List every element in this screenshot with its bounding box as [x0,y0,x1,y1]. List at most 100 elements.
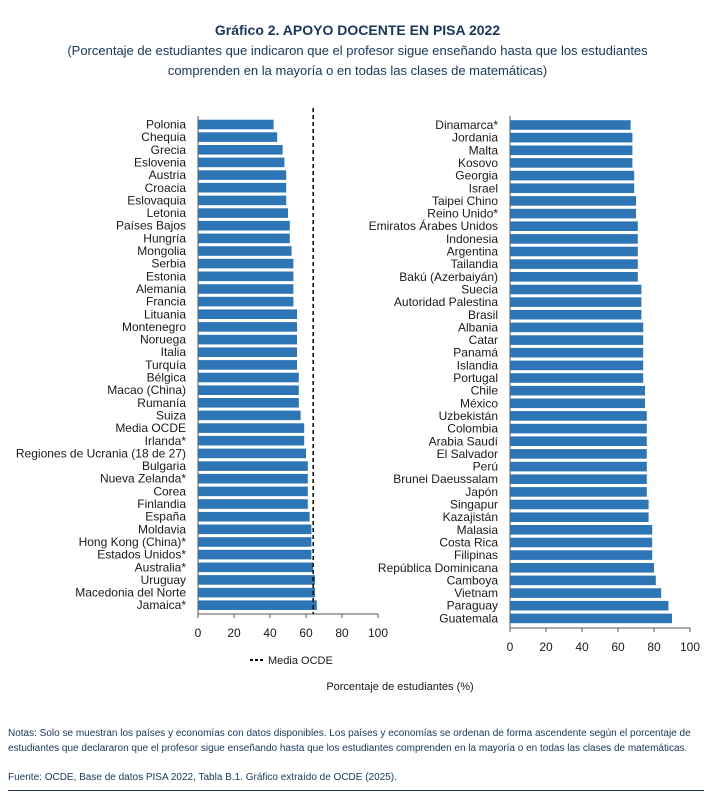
category-label: Costa Rica [439,536,498,550]
category-label: Suiza [156,408,186,422]
bar [510,284,642,295]
bar [510,512,649,522]
bar [198,284,294,294]
category-label: Estados Unidos* [97,548,186,562]
bar [510,347,644,358]
category-label: Panamá [453,346,498,360]
category-label: Nueva Zelanda* [100,472,186,486]
x-tick-label: 100 [680,640,700,654]
category-label: Vietnam [454,586,498,600]
category-label: Singapur [450,498,498,512]
category-label: Colombia [447,422,498,436]
category-label: El Salvador [437,447,498,461]
bar [198,246,292,256]
category-label: Islandia [457,358,499,372]
category-label: Regiones de Ucrania (18 de 27) [16,446,186,460]
bar [510,499,649,510]
x-tick-label: 20 [539,640,553,654]
category-label: Turquía [145,358,186,372]
category-label: Serbia [151,257,186,271]
bar [510,423,647,434]
category-label: Malasia [457,523,499,537]
bar [198,473,308,484]
bar [198,182,287,193]
category-label: Austria [149,168,187,182]
category-label: Filipinas [454,548,498,562]
bar [198,524,312,535]
bar [198,360,297,370]
bar [198,385,299,395]
category-label: Letonia [147,206,187,220]
bar [510,170,635,181]
category-label: Taipei Chino [432,194,498,208]
category-label: Jordania [452,131,498,145]
category-label: Uruguay [141,573,186,587]
bar [198,220,290,231]
bar [510,309,642,320]
legend-label: Media OCDE [268,655,333,667]
bar [198,296,294,307]
category-label: Portugal [453,371,498,385]
bar [198,322,297,332]
bar [198,372,299,383]
bottom-divider [8,790,704,791]
bar [510,525,653,535]
category-label: Noruega [140,333,186,347]
bar [510,385,645,396]
category-label: Bélgica [147,371,187,385]
category-label: Moldavia [138,522,186,536]
bar [510,461,647,472]
bar [198,309,297,319]
category-label: Malta [469,143,499,157]
category-label: Albania [458,320,498,334]
bar [510,575,656,586]
bar [198,435,305,446]
bar [510,221,638,231]
bar [198,119,274,130]
bar [510,196,636,206]
bar [510,449,647,459]
category-label: Países Bajos [116,219,186,233]
category-label: Paraguay [447,599,498,613]
chart-notes: Notas: Solo se muestran los países y eco… [8,728,691,754]
bar [510,563,654,573]
category-label: Dinamarca* [435,118,498,132]
category-label: Autoridad Palestina [394,295,498,309]
x-tick-label: 100 [368,626,388,640]
category-label: Kosovo [458,156,498,170]
bar [510,411,647,421]
x-tick-label: 20 [227,626,241,640]
category-label: Irlanda* [145,434,187,448]
bar [198,233,290,244]
category-label: Montenegro [122,320,186,334]
bar [510,234,638,244]
x-tick-label: 80 [335,626,349,640]
bar [198,334,297,345]
category-label: República Dominicana [378,561,498,575]
bar [510,246,638,257]
bar [198,511,310,522]
bar [198,347,297,357]
category-label: Indonesia [446,232,498,246]
bar [198,157,285,168]
bar [510,360,644,371]
category-label: Macao (China) [107,383,186,397]
category-label: Bakú (Azerbaiyán) [399,270,498,284]
bar [510,158,633,168]
x-tick-label: 40 [263,626,277,640]
chart-subtitle: (Porcentaje de estudiantes que indicaron… [67,43,648,78]
category-label: Georgia [455,169,498,183]
bar [198,258,294,269]
bar [198,170,287,180]
bar [510,487,647,497]
category-label: Uzbekistán [439,409,498,423]
bar [510,272,638,282]
category-label: Camboya [447,573,499,587]
category-label: Israel [469,181,498,195]
bar [198,587,315,598]
x-tick-label: 80 [647,640,661,654]
category-label: México [460,396,498,410]
bar [510,297,642,307]
category-label: Guatemala [439,611,498,625]
x-tick-label: 60 [611,640,625,654]
